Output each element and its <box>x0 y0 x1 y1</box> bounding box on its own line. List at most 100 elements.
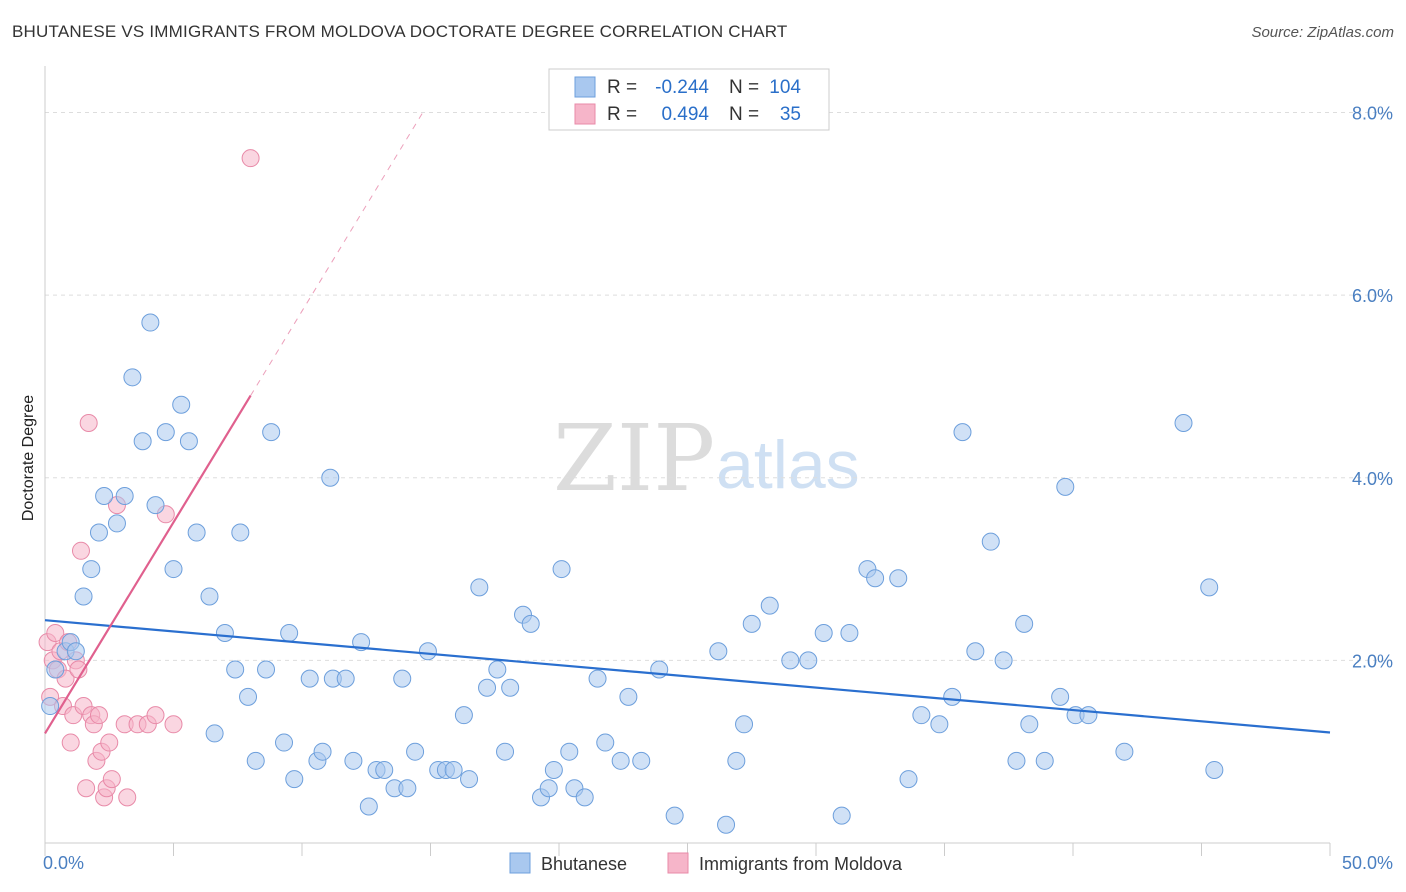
data-point-bhutanese <box>1115 742 1134 761</box>
legend-bottom-swatch-bhutanese <box>509 852 531 874</box>
data-point-bhutanese <box>41 697 60 716</box>
legend-bottom: Bhutanese Immigrants from Moldova <box>509 852 903 874</box>
data-point-bhutanese <box>953 423 972 442</box>
data-point-bhutanese <box>575 788 594 807</box>
data-point-bhutanese <box>1200 578 1219 597</box>
data-point-bhutanese <box>179 432 198 451</box>
data-point-moldova <box>61 733 80 752</box>
data-point-bhutanese <box>215 623 234 642</box>
data-point-bhutanese <box>742 614 761 633</box>
data-point-bhutanese <box>840 623 859 642</box>
data-point-bhutanese <box>943 687 962 706</box>
data-point-bhutanese <box>539 779 558 798</box>
data-point-bhutanese <box>375 760 394 779</box>
legend-bottom-label-bhutanese: Bhutanese <box>541 854 627 874</box>
trend-line-moldova-extension <box>250 112 424 396</box>
data-point-bhutanese <box>930 715 949 734</box>
data-point-bhutanese <box>226 660 245 679</box>
x-tick-label-right: 50.0% <box>1342 853 1393 873</box>
data-point-bhutanese <box>115 487 134 506</box>
tick-labels: 2.0% 4.0% 6.0% 8.0% 0.0% 50.0% <box>43 104 1393 873</box>
data-point-bhutanese <box>95 487 114 506</box>
legend-r-label-2: R = <box>607 104 637 125</box>
legend-r-label-1: R = <box>607 77 637 98</box>
data-point-bhutanese <box>123 368 142 387</box>
data-point-bhutanese <box>781 651 800 670</box>
data-point-bhutanese <box>966 642 985 661</box>
data-point-bhutanese <box>89 523 108 542</box>
data-point-bhutanese <box>596 733 615 752</box>
data-point-bhutanese <box>1035 751 1054 770</box>
data-point-moldova <box>102 770 121 789</box>
data-point-bhutanese <box>300 669 319 688</box>
x-tick-label-left: 0.0% <box>43 853 84 873</box>
data-point-bhutanese <box>187 523 206 542</box>
data-point-bhutanese <box>799 651 818 670</box>
data-point-bhutanese <box>1174 413 1193 432</box>
data-point-bhutanese <box>336 669 355 688</box>
data-point-bhutanese <box>398 779 417 798</box>
data-point-moldova <box>46 623 65 642</box>
grid-lines <box>45 112 1392 661</box>
data-point-bhutanese <box>164 560 183 579</box>
y-tick-label: 2.0% <box>1352 651 1393 671</box>
data-point-bhutanese <box>899 770 918 789</box>
data-point-moldova <box>79 413 98 432</box>
data-point-bhutanese <box>344 751 363 770</box>
axes <box>44 66 1331 856</box>
data-point-bhutanese <box>46 660 65 679</box>
legend-r-value-1: -0.244 <box>655 77 709 98</box>
data-point-moldova <box>71 541 90 560</box>
data-point-bhutanese <box>133 432 152 451</box>
trend-lines <box>44 112 1331 735</box>
data-point-bhutanese <box>275 733 294 752</box>
data-point-bhutanese <box>200 587 219 606</box>
data-point-bhutanese <box>1056 477 1075 496</box>
data-point-bhutanese <box>231 523 250 542</box>
data-point-bhutanese <box>709 642 728 661</box>
data-point-bhutanese <box>611 751 630 770</box>
trend-line-bhutanese <box>44 619 1331 734</box>
data-point-bhutanese <box>280 623 299 642</box>
y-tick-label: 8.0% <box>1352 104 1393 124</box>
data-point-bhutanese <box>257 660 276 679</box>
data-point-bhutanese <box>285 770 304 789</box>
watermark-atlas: atlas <box>716 427 860 503</box>
data-point-bhutanese <box>735 715 754 734</box>
data-point-bhutanese <box>262 423 281 442</box>
data-point-moldova <box>118 788 137 807</box>
y-tick-label: 6.0% <box>1352 286 1393 306</box>
data-point-bhutanese <box>359 797 378 816</box>
data-point-bhutanese <box>912 706 931 725</box>
data-point-bhutanese <box>866 569 885 588</box>
data-point-bhutanese <box>1020 715 1039 734</box>
data-point-bhutanese <box>994 651 1013 670</box>
data-point-bhutanese <box>760 596 779 615</box>
data-point-bhutanese <box>727 751 746 770</box>
data-point-bhutanese <box>981 532 1000 551</box>
data-point-bhutanese <box>156 423 175 442</box>
data-point-bhutanese <box>501 678 520 697</box>
data-point-bhutanese <box>814 623 833 642</box>
data-point-bhutanese <box>82 560 101 579</box>
y-tick-label: 4.0% <box>1352 469 1393 489</box>
data-point-bhutanese <box>444 760 463 779</box>
watermark-zip: ZIP <box>553 405 715 512</box>
data-point-bhutanese <box>172 395 191 414</box>
data-point-bhutanese <box>665 806 684 825</box>
data-point-bhutanese <box>488 660 507 679</box>
legend-r-value-2: 0.494 <box>661 104 709 125</box>
legend-top: R = -0.244 N = 104 R = 0.494 N = 35 <box>548 68 830 131</box>
data-point-bhutanese <box>393 669 412 688</box>
legend-bottom-label-moldova: Immigrants from Moldova <box>699 854 903 874</box>
data-point-bhutanese <box>74 587 93 606</box>
data-point-bhutanese <box>544 760 563 779</box>
legend-top-box <box>548 68 830 131</box>
data-point-bhutanese <box>321 468 340 487</box>
data-point-bhutanese <box>521 614 540 633</box>
y-axis-label: Doctorate Degree <box>20 395 37 521</box>
legend-bottom-swatch-moldova <box>667 852 689 874</box>
legend-swatch-blue <box>574 76 596 98</box>
data-point-moldova <box>89 706 108 725</box>
data-point-bhutanese <box>1051 687 1070 706</box>
